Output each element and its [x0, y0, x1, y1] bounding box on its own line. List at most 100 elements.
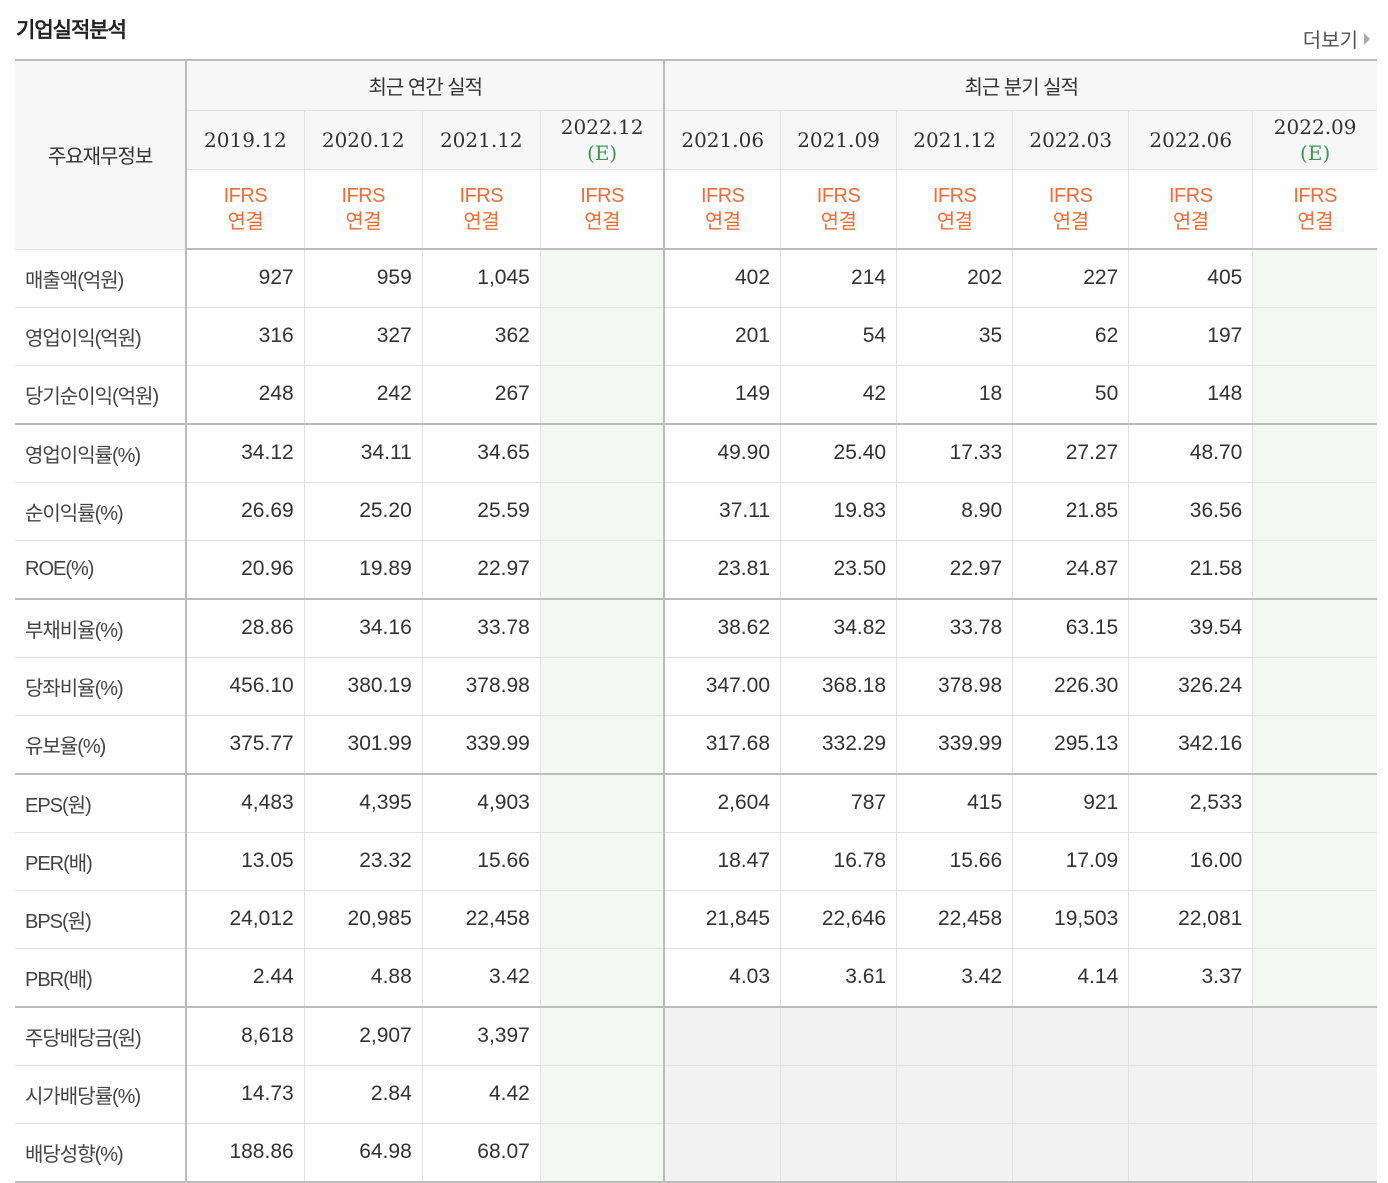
quarter-value-cell: 202: [896, 248, 1013, 307]
quarter-value-cell: [1252, 1064, 1377, 1123]
quarter-value-cell: [1252, 481, 1377, 540]
annual-value-cell: 267: [421, 364, 541, 424]
quarter-value-cell: 201: [663, 306, 781, 365]
quarter-value-cell: 21.58: [1128, 539, 1253, 599]
annual-value-cell: 242: [303, 364, 423, 424]
annual-value-cell: [539, 248, 665, 307]
quarter-value-cell: [896, 1064, 1013, 1123]
period-date: 2019.12: [204, 128, 287, 152]
accounting-standard: IFRS 연결: [1252, 169, 1377, 250]
annual-value-cell: 1,045: [421, 248, 541, 307]
quarter-value-cell: 921: [1012, 772, 1129, 832]
annual-value-cell: 4,395: [303, 772, 423, 832]
row-label: 배당성향(%): [15, 1122, 188, 1182]
quarter-value-cell: [896, 1005, 1013, 1065]
row-label: BPS(원): [15, 889, 188, 948]
standard-line1: IFRS: [1293, 185, 1337, 207]
quarter-value-cell: 3.61: [780, 947, 897, 1007]
quarter-value-cell: 368.18: [780, 656, 897, 715]
quarter-period-header: 2022.03: [1012, 110, 1129, 170]
annual-value-cell: [539, 481, 665, 540]
quarter-value-cell: [1252, 306, 1377, 365]
table-row: PER(배) 13.05 23.32 15.66 18.47 16.78 15.66 17.0…: [15, 831, 1377, 890]
table-row: 유보율(%) 375.77 301.99 339.99 317.68 332.29 339.…: [15, 714, 1377, 774]
quarter-value-cell: 23.50: [780, 539, 897, 599]
quarter-value-cell: 21,845: [663, 889, 781, 948]
accounting-standard: IFRS 연결: [1128, 169, 1253, 250]
quarter-value-cell: 4.03: [663, 947, 781, 1007]
annual-value-cell: 362: [421, 306, 541, 365]
period-date: 2021.12: [439, 128, 523, 152]
period-date: 2022.12: [560, 115, 644, 139]
quarter-value-cell: [1012, 1005, 1129, 1065]
accounting-standard: IFRS 연결: [1012, 169, 1129, 250]
quarter-value-cell: [1252, 831, 1377, 890]
row-label: 부채비율(%): [15, 597, 188, 657]
quarter-value-cell: 27.27: [1012, 422, 1129, 482]
estimate-marker: (E): [587, 141, 618, 165]
quarter-value-cell: 22,081: [1128, 889, 1253, 948]
quarter-value-cell: 19,503: [1012, 889, 1129, 948]
annual-value-cell: 456.10: [185, 656, 305, 715]
annual-value-cell: 339.99: [421, 714, 541, 774]
quarter-value-cell: 34.82: [780, 597, 897, 657]
quarter-value-cell: [663, 1064, 781, 1123]
annual-value-cell: 15.66: [421, 831, 541, 890]
quarter-value-cell: 15.66: [896, 831, 1013, 890]
annual-value-cell: 380.19: [303, 656, 423, 715]
quarter-value-cell: [1012, 1064, 1129, 1123]
quarter-value-cell: 227: [1012, 248, 1129, 307]
quarter-period-header: 2021.12: [896, 110, 1013, 170]
quarter-value-cell: 16.00: [1128, 831, 1253, 890]
quarter-value-cell: 197: [1128, 306, 1253, 365]
quarter-value-cell: [1128, 1005, 1253, 1065]
annual-value-cell: 4,483: [185, 772, 305, 832]
accounting-standard: IFRS 연결: [421, 169, 541, 250]
quarter-value-cell: [1128, 1122, 1253, 1182]
quarter-value-cell: 787: [780, 772, 897, 832]
quarter-value-cell: [1252, 248, 1377, 307]
period-date: 2022.06: [1149, 128, 1233, 152]
quarter-value-cell: 4.14: [1012, 947, 1129, 1007]
table-row: 부채비율(%) 28.86 34.16 33.78 38.62 34.82 33.78 63.…: [15, 597, 1377, 657]
period-date: 2020.12: [321, 128, 405, 152]
quarter-value-cell: [896, 1122, 1013, 1182]
annual-value-cell: 20.96: [185, 539, 305, 599]
annual-value-cell: [539, 306, 665, 365]
more-link[interactable]: 더보기: [1303, 24, 1370, 53]
row-label: PBR(배): [15, 947, 188, 1007]
quarter-value-cell: 24.87: [1012, 539, 1129, 599]
standard-line2: 연결: [820, 211, 857, 233]
row-label: 순이익률(%): [15, 481, 188, 540]
row-label: 영업이익(억원): [15, 306, 188, 365]
quarter-value-cell: 402: [663, 248, 781, 307]
annual-value-cell: [539, 889, 665, 948]
section-title: 기업실적분석: [16, 19, 127, 42]
quarter-value-cell: [1252, 1005, 1377, 1065]
quarter-value-cell: 38.62: [663, 597, 781, 657]
quarter-period-header: 2021.06: [663, 110, 781, 170]
annual-value-cell: 22,458: [421, 889, 541, 948]
annual-value-cell: 33.78: [421, 597, 541, 657]
period-date: 2021.06: [681, 128, 765, 152]
quarter-value-cell: 3.37: [1128, 947, 1253, 1007]
annual-value-cell: 8,618: [185, 1005, 305, 1065]
annual-value-cell: 24,012: [185, 889, 305, 948]
annual-value-cell: 23.32: [303, 831, 423, 890]
quarter-value-cell: 42: [780, 364, 897, 424]
standard-line2: 연결: [584, 211, 621, 233]
quarter-value-cell: 415: [896, 772, 1013, 832]
quarter-value-cell: 8.90: [896, 481, 1013, 540]
row-label: 매출액(억원): [15, 248, 188, 307]
annual-value-cell: [539, 656, 665, 715]
standard-line1: IFRS: [1169, 185, 1213, 207]
quarter-value-cell: 17.33: [896, 422, 1013, 482]
annual-period-header: 2020.12: [303, 110, 423, 170]
annual-value-cell: [539, 539, 665, 599]
quarter-value-cell: [780, 1005, 897, 1065]
annual-value-cell: 375.77: [185, 714, 305, 774]
quarter-value-cell: [1252, 597, 1377, 657]
accounting-standard: IFRS 연결: [539, 169, 665, 250]
row-label: 당기순이익(억원): [15, 364, 188, 424]
